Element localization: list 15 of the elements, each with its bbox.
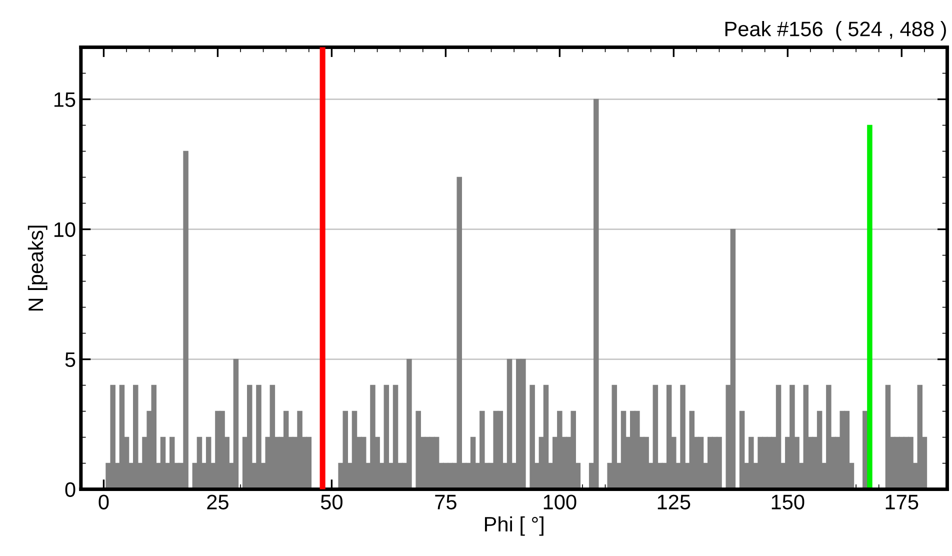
x-tick-label: 25: [207, 494, 228, 510]
y-tick-label: 0: [65, 482, 76, 498]
y-tick-label: 10: [54, 222, 76, 238]
chart-title: Peak #156 ( 524 , 488 ): [725, 21, 946, 40]
x-tick-label: 150: [772, 494, 804, 510]
x-tick-label: 100: [544, 494, 576, 510]
y-tick-label: 15: [54, 92, 76, 108]
x-tick-label: 50: [320, 494, 342, 510]
x-tick-label: 125: [658, 494, 690, 510]
y-tick-label: 5: [65, 352, 76, 368]
x-tick-label: 0: [98, 494, 109, 510]
x-tick-label: 175: [886, 494, 918, 510]
x-tick-label: 75: [435, 494, 456, 510]
x-axis-title: Phi [ °]: [484, 516, 544, 536]
y-axis-title: N [peaks]: [28, 226, 48, 311]
